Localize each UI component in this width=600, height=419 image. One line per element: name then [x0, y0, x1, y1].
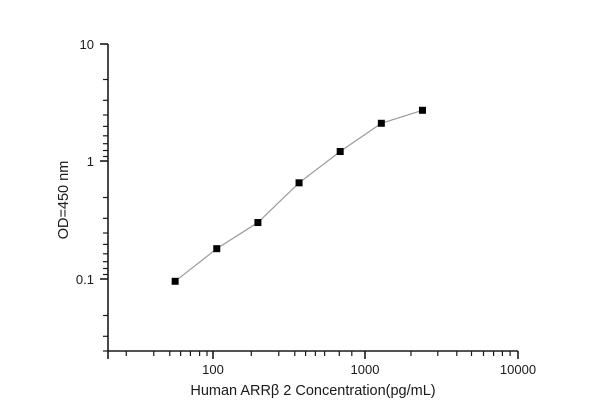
data-point-1 [213, 245, 221, 253]
y-tick-label-0.1: 0.1 [76, 272, 94, 287]
series-markers [171, 106, 426, 285]
y-tick-label-1: 1 [87, 154, 94, 169]
x-axis-title: Human ARRβ 2 Concentration(pg/mL) [190, 383, 435, 399]
data-point-3 [295, 179, 303, 187]
x-tick-label-10000: 10000 [500, 362, 536, 377]
data-point-6 [418, 106, 426, 114]
y-tick-label-10: 10 [80, 37, 94, 52]
data-series-standard-curve [171, 106, 426, 285]
data-point-2 [254, 219, 262, 227]
x-tick-label-1000: 1000 [351, 362, 380, 377]
x-tick-label-100: 100 [202, 362, 224, 377]
data-point-5 [377, 119, 385, 127]
x-axis: 100 1000 10000 [107, 350, 536, 377]
data-point-0 [171, 277, 179, 285]
y-axis: 10 1 0.1 [76, 37, 109, 352]
data-point-4 [336, 148, 344, 156]
y-axis-title: OD=450 nm [56, 161, 72, 240]
